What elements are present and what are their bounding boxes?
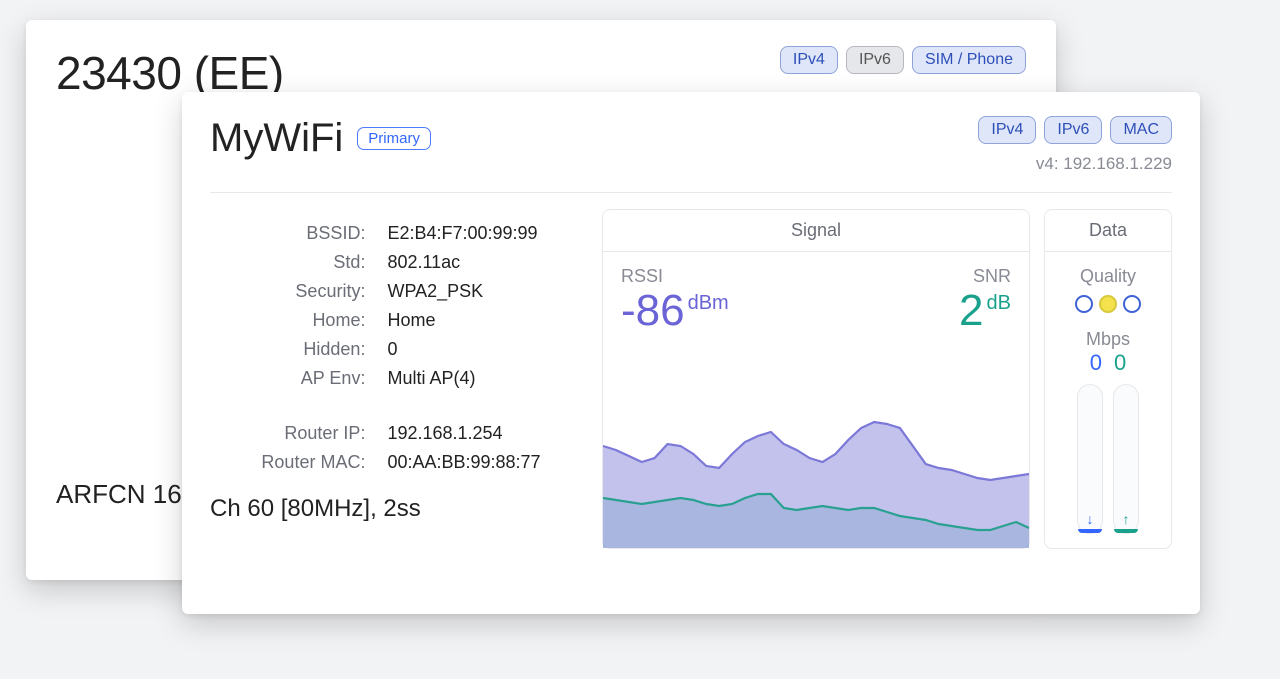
kv-key: Std:: [210, 252, 365, 273]
channel-line: Ch 60 [80MHz], 2ss: [210, 495, 592, 523]
download-bar: ↓: [1077, 384, 1103, 534]
kv-value: Home: [387, 310, 592, 331]
data-panel: Data Quality Mbps 0 0 ↓: [1044, 209, 1172, 549]
divider: [210, 192, 1172, 193]
kv-value: E2:B4:F7:00:99:99: [387, 223, 592, 244]
wifi-ipv4-address: v4: 192.168.1.229: [1036, 154, 1172, 174]
wifi-body: BSSID: E2:B4:F7:00:99:99 Std: 802.11ac Secur…: [210, 209, 1172, 549]
wifi-badge-ipv4[interactable]: IPv4: [978, 116, 1036, 144]
cellular-badges: IPv4 IPv6 SIM / Phone: [780, 46, 1026, 74]
rssi-block: RSSI -86 dBm: [621, 266, 729, 333]
kv-value: 00:AA:BB:99:88:77: [387, 452, 592, 473]
mbps-up: 0: [1114, 350, 1126, 376]
kv-key: Hidden:: [210, 339, 365, 360]
kv-value: Multi AP(4): [387, 368, 592, 389]
kv-value: WPA2_PSK: [387, 281, 592, 302]
kv-value: 0: [387, 339, 592, 360]
wifi-title: MyWiFi: [210, 116, 343, 161]
quality-label: Quality: [1080, 266, 1136, 287]
quality-dot-3: [1123, 295, 1141, 313]
data-panel-title: Data: [1045, 210, 1171, 252]
kv-value: 802.11ac: [387, 252, 592, 273]
wifi-panels: Signal RSSI -86 dBm SNR: [602, 209, 1172, 549]
signal-panel-title: Signal: [603, 210, 1029, 252]
wifi-badge-ipv6[interactable]: IPv6: [1044, 116, 1102, 144]
mbps-label: Mbps: [1086, 329, 1130, 350]
wifi-badge-mac[interactable]: MAC: [1110, 116, 1172, 144]
upload-bar: ↑: [1113, 384, 1139, 534]
primary-badge: Primary: [357, 127, 431, 150]
wifi-kv-table: BSSID: E2:B4:F7:00:99:99 Std: 802.11ac Secur…: [210, 223, 592, 473]
kv-key: BSSID:: [210, 223, 365, 244]
arfcn-line: ARFCN 161: [56, 479, 196, 510]
snr-block: SNR 2 dB: [959, 266, 1011, 333]
kv-key: Router MAC:: [210, 452, 365, 473]
wifi-header: MyWiFi Primary IPv4 IPv6 MAC v4: 192.168.1…: [210, 116, 1172, 174]
cellular-badge-ipv6[interactable]: IPv6: [846, 46, 904, 74]
kv-key: AP Env:: [210, 368, 365, 389]
snr-label: SNR: [973, 266, 1011, 287]
wifi-details: BSSID: E2:B4:F7:00:99:99 Std: 802.11ac Secur…: [210, 209, 592, 549]
rssi-label: RSSI: [621, 266, 729, 287]
download-arrow-icon: ↓: [1087, 511, 1094, 527]
cellular-badge-sim-phone[interactable]: SIM / Phone: [912, 46, 1026, 74]
rssi-value: -86: [621, 289, 685, 333]
signal-panel: Signal RSSI -86 dBm SNR: [602, 209, 1030, 549]
wifi-card: MyWiFi Primary IPv4 IPv6 MAC v4: 192.168.1…: [182, 92, 1200, 614]
kv-key: Home:: [210, 310, 365, 331]
quality-dot-2: [1099, 295, 1117, 313]
signal-body: RSSI -86 dBm SNR 2 dB: [603, 252, 1029, 548]
kv-value: 192.168.1.254: [387, 423, 592, 444]
data-body: Quality Mbps 0 0 ↓ ↑: [1045, 252, 1171, 548]
quality-dot-1: [1075, 295, 1093, 313]
mbps-down: 0: [1090, 350, 1102, 376]
kv-key: Router IP:: [210, 423, 365, 444]
upload-arrow-icon: ↑: [1123, 511, 1130, 527]
rssi-unit: dBm: [688, 293, 729, 313]
snr-unit: dB: [987, 293, 1011, 313]
quality-dots: [1075, 295, 1141, 313]
snr-value: 2: [959, 289, 983, 333]
wifi-badges: IPv4 IPv6 MAC: [978, 116, 1172, 144]
signal-chart: [603, 358, 1029, 548]
cellular-badge-ipv4[interactable]: IPv4: [780, 46, 838, 74]
kv-key: Security:: [210, 281, 365, 302]
